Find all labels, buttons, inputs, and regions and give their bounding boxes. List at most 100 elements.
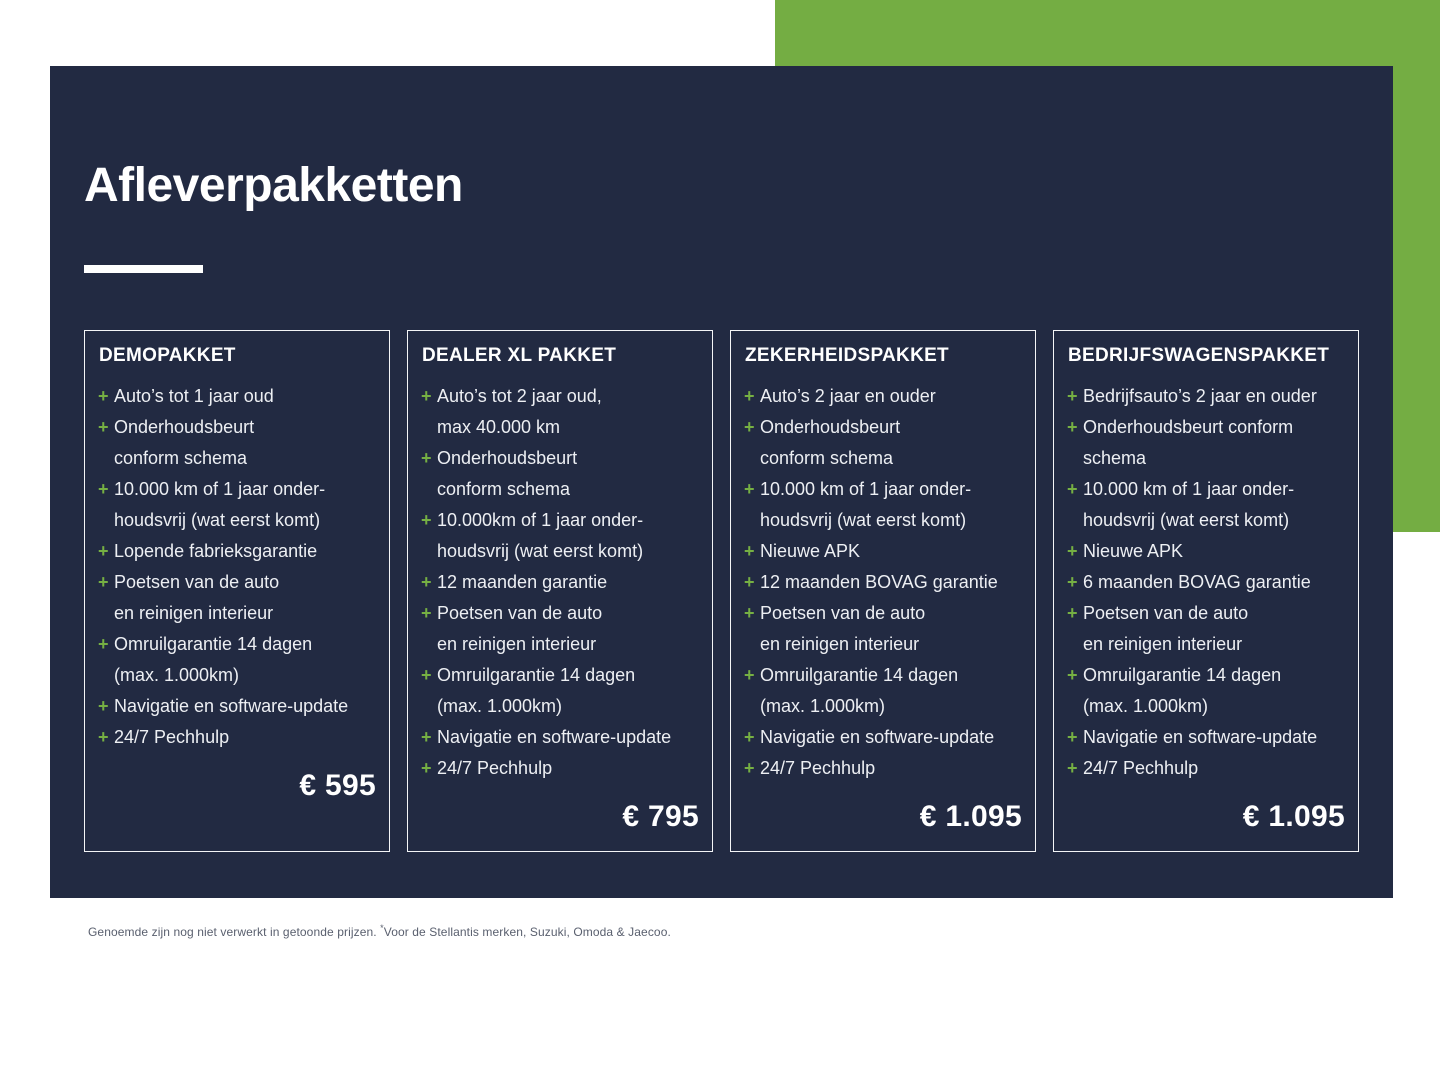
feature-text: 10.000 km of 1 jaar onder-houdsvrij (wat… [760,474,1022,536]
plus-icon: + [744,541,755,561]
footnote: Genoemde zijn nog niet verwerkt in getoo… [88,924,671,940]
feature-text: Omruilgarantie 14 dagen (max. 1.000km) [437,660,699,722]
feature-item: + Onderhoudsbeurt conform schema [744,412,1022,474]
feature-list: + Auto’s tot 1 jaar oud + Onderhoudsbeurt co… [98,381,376,753]
feature-line: Navigatie en software-update [760,727,995,747]
feature-item: + Bedrijfsauto’s 2 jaar en ouder [1067,381,1345,412]
feature-text: Poetsen van de auto en reinigen interieur [114,567,376,629]
plus-icon: + [421,603,432,623]
plus-icon: + [1067,727,1078,747]
plus-icon: + [421,386,432,406]
feature-line: schema [1083,448,1147,468]
feature-text: Navigatie en software-update [1083,722,1345,753]
package-price: € 795 [622,800,699,833]
feature-line: Auto’s tot 2 jaar oud, [437,386,602,406]
plus-icon: + [1067,758,1078,778]
feature-line: Lopende fabrieksgarantie [114,541,318,561]
feature-text: 24/7 Pechhulp [1083,753,1345,784]
feature-item: + Navigatie en software-update [744,722,1022,753]
plus-icon: + [421,510,432,530]
feature-text: 12 maanden BOVAG garantie [760,567,1022,598]
feature-line: houdsvrij (wat eerst komt) [760,510,967,530]
feature-item: +10.000 km of 1 jaar onder-houdsvrij (wa… [1067,474,1345,536]
feature-item: +12 maanden garantie [421,567,699,598]
feature-line: Navigatie en software-update [437,727,672,747]
feature-text: Omruilgarantie 14 dagen (max. 1.000km) [760,660,1022,722]
feature-line: Nieuwe APK [760,541,861,561]
feature-item: +24/7 Pechhulp [98,722,376,753]
feature-line: (max. 1.000km) [437,696,563,716]
feature-text: 10.000 km of 1 jaar onder-houdsvrij (wat… [1083,474,1345,536]
feature-item: + Onderhoudsbeurt conform schema [421,443,699,505]
package-card: DEMOPAKKET + Auto’s tot 1 jaar oud + Onderh… [84,330,390,852]
feature-text: Lopende fabrieksgarantie [114,536,376,567]
feature-line: en reinigen interieur [1083,634,1243,654]
feature-text: Navigatie en software-update [114,691,376,722]
feature-text: Poetsen van de auto en reinigen interieur [1083,598,1345,660]
plus-icon: + [98,386,109,406]
feature-item: + Lopende fabrieksgarantie [98,536,376,567]
feature-text: Auto’s tot 1 jaar oud [114,381,376,412]
feature-line: (max. 1.000km) [760,696,886,716]
feature-line: (max. 1.000km) [114,665,240,685]
plus-icon: + [1067,386,1078,406]
feature-item: + Omruilgarantie 14 dagen (max. 1.000km) [744,660,1022,722]
feature-item: +6 maanden BOVAG garantie [1067,567,1345,598]
feature-line: max 40.000 km [437,417,561,437]
plus-icon: + [744,665,755,685]
feature-item: + Omruilgarantie 14 dagen (max. 1.000km) [98,629,376,691]
feature-item: +24/7 Pechhulp [421,753,699,784]
plus-icon: + [1067,665,1078,685]
feature-text: Nieuwe APK [1083,536,1345,567]
plus-icon: + [1067,417,1078,437]
feature-line: Onderhoudsbeurt [760,417,901,437]
feature-list: + Bedrijfsauto’s 2 jaar en ouder + Onderhou… [1067,381,1345,784]
page-title: Afleverpakketten [84,159,463,212]
feature-item: + Auto’s tot 1 jaar oud [98,381,376,412]
package-price: € 1.095 [1242,800,1345,833]
feature-text: Bedrijfsauto’s 2 jaar en ouder [1083,381,1345,412]
feature-line: en reinigen interieur [437,634,597,654]
plus-icon: + [744,727,755,747]
feature-item: + Poetsen van de auto en reinigen interieu… [98,567,376,629]
package-cards-row: DEMOPAKKET + Auto’s tot 1 jaar oud + Onderh… [84,330,1359,852]
feature-line: 12 maanden BOVAG garantie [760,572,998,592]
feature-item: + Onderhoudsbeurt conform schema [98,412,376,474]
feature-item: + Auto’s 2 jaar en ouder [744,381,1022,412]
package-price: € 1.095 [919,800,1022,833]
feature-line: en reinigen interieur [114,603,274,623]
plus-icon: + [421,727,432,747]
feature-line: (max. 1.000km) [1083,696,1209,716]
plus-icon: + [421,448,432,468]
package-card: DEALER XL PAKKET + Auto’s tot 2 jaar oud,… [407,330,713,852]
feature-line: Bedrijfsauto’s 2 jaar en ouder [1083,386,1317,406]
plus-icon: + [98,479,109,499]
feature-text: Auto’s tot 2 jaar oud, max 40.000 km [437,381,699,443]
feature-text: Onderhoudsbeurt conform schema [1083,412,1345,474]
feature-item: + Poetsen van de auto en reinigen interieu… [744,598,1022,660]
feature-text: Poetsen van de auto en reinigen interieur [437,598,699,660]
plus-icon: + [1067,572,1078,592]
feature-line: 10.000 km of 1 jaar onder- [1083,479,1295,499]
package-title: BEDRIJFSWAGENSPAKKET [1068,345,1330,366]
feature-line: 10.000km of 1 jaar onder- [437,510,644,530]
feature-item: + Auto’s tot 2 jaar oud, max 40.000 km [421,381,699,443]
feature-line: 12 maanden garantie [437,572,608,592]
plus-icon: + [1067,541,1078,561]
feature-item: +10.000 km of 1 jaar onder-houdsvrij (wa… [744,474,1022,536]
feature-text: Auto’s 2 jaar en ouder [760,381,1022,412]
package-title: DEALER XL PAKKET [422,345,617,366]
feature-text: Omruilgarantie 14 dagen (max. 1.000km) [1083,660,1345,722]
plus-icon: + [98,634,109,654]
feature-text: Poetsen van de auto en reinigen interieur [760,598,1022,660]
feature-text: 6 maanden BOVAG garantie [1083,567,1345,598]
feature-line: Omruilgarantie 14 dagen [437,665,636,685]
plus-icon: + [98,727,109,747]
feature-text: 12 maanden garantie [437,567,699,598]
package-price: € 595 [299,769,376,802]
feature-line: 24/7 Pechhulp [1083,758,1199,778]
plus-icon: + [421,572,432,592]
feature-line: 24/7 Pechhulp [760,758,876,778]
feature-item: +10.000km of 1 jaar onder-houdsvrij (wat… [421,505,699,567]
feature-item: +24/7 Pechhulp [744,753,1022,784]
